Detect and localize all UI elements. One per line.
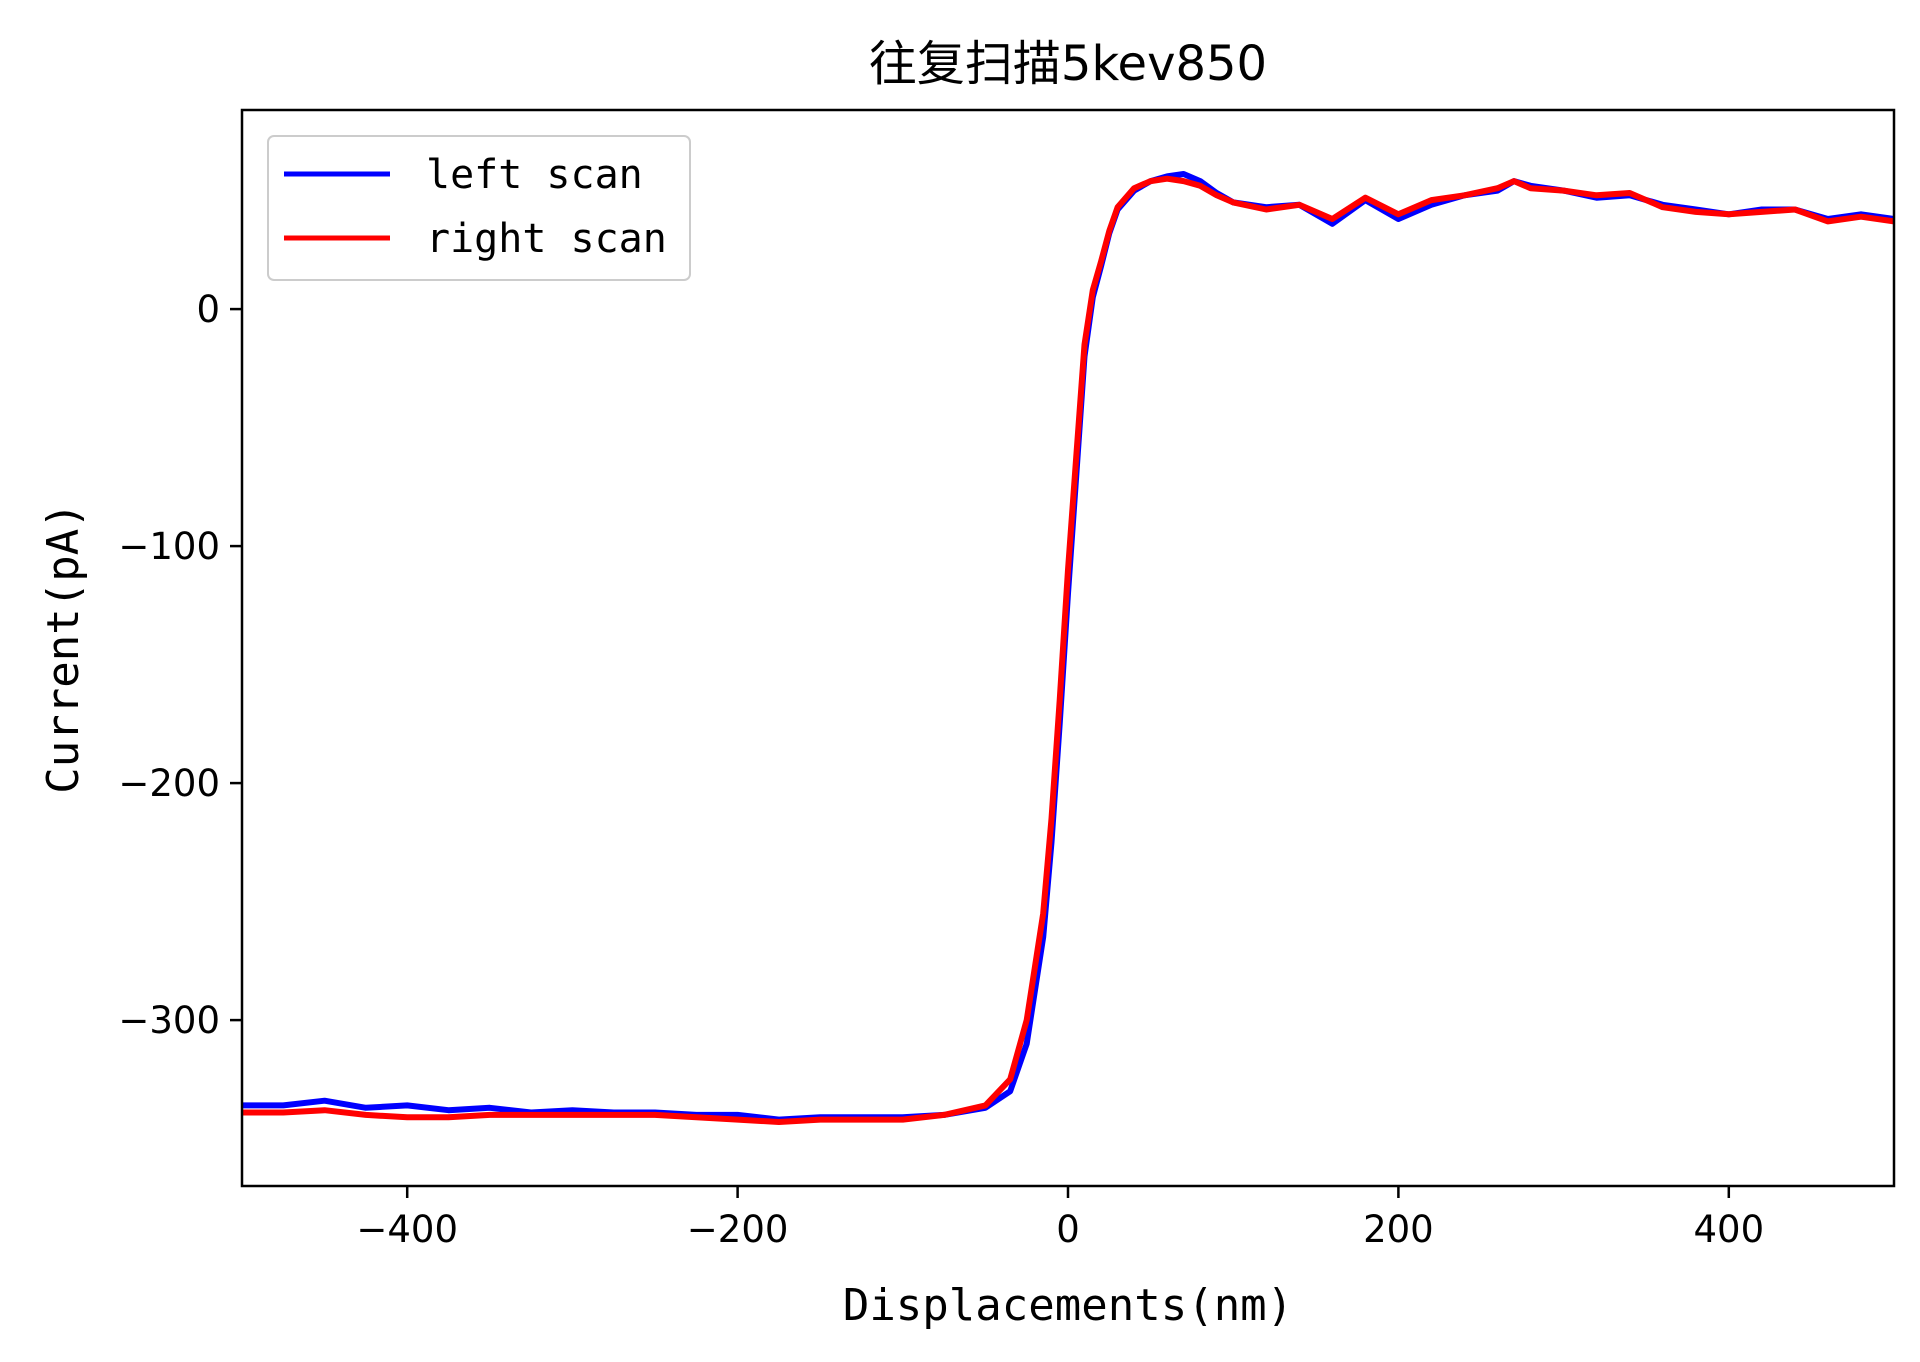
x-tick-label: 400 (1693, 1208, 1764, 1251)
y-axis-label: Current(pA) (38, 502, 89, 793)
y-tick-label: −200 (118, 762, 220, 805)
x-tick-label: 0 (1056, 1208, 1080, 1251)
y-tick-label: −300 (118, 999, 220, 1042)
y-tick-label: −100 (118, 525, 220, 568)
x-tick-label: −200 (687, 1208, 789, 1251)
y-axis-ticks: 0 −100 −200 −300 (118, 288, 242, 1042)
series-line-right-scan (242, 175, 1895, 1125)
y-tick-label: 0 (196, 288, 220, 331)
x-axis-ticks: −400 −200 0 200 400 (356, 1186, 1764, 1251)
legend-label-left-scan: left scan (426, 152, 643, 198)
legend-label-right-scan: right scan (426, 216, 667, 262)
x-tick-label: −400 (356, 1208, 458, 1251)
chart-title: 往复扫描5kev850 (869, 36, 1267, 92)
legend: left scan right scan (267, 135, 691, 281)
x-tick-label: 200 (1363, 1208, 1434, 1251)
x-axis-label: Displacements(nm) (843, 1280, 1293, 1331)
series-layer (242, 171, 1895, 1125)
